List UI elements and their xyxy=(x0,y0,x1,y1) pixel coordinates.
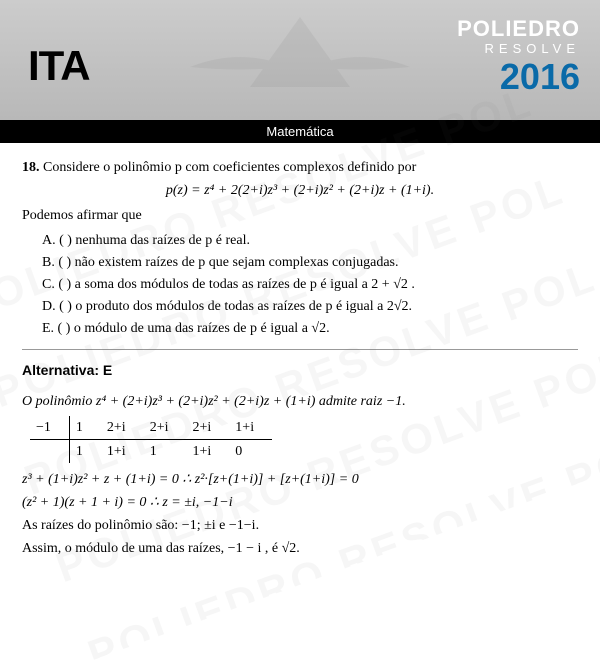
synth-r1c3: 2+i xyxy=(144,416,187,440)
option-e: E. ( ) o módulo de uma das raízes de p é… xyxy=(42,318,578,339)
synth-r1c4: 2+i xyxy=(187,416,230,440)
answer-label: Alternativa: E xyxy=(22,360,578,381)
solution-line-3: (z² + 1)(z + 1 + i) = 0 ∴ z = ±i, −1−i xyxy=(22,492,578,513)
subject-bar: Matemática xyxy=(0,120,600,143)
option-c: C. ( ) a soma dos módulos de todas as ra… xyxy=(42,274,578,295)
question-prompt: Podemos afirmar que xyxy=(22,205,578,226)
brand-name: POLIEDRO xyxy=(457,18,580,40)
options-list: A. ( ) nenhuma das raízes de p é real. B… xyxy=(42,230,578,339)
synthetic-division-table: −1 1 2+i 2+i 2+i 1+i 1 1+i 1 1+i 0 xyxy=(30,416,272,463)
divider xyxy=(22,349,578,350)
solution-line-1: O polinômio z⁴ + (2+i)z³ + (2+i)z² + (2+… xyxy=(22,391,578,412)
synth-r2c2: 1+i xyxy=(101,440,144,464)
brand-subtitle: RESOLVE xyxy=(457,42,580,55)
question-number: 18. xyxy=(22,160,40,175)
option-a: A. ( ) nenhuma das raízes de p é real. xyxy=(42,230,578,251)
solution-block: O polinômio z⁴ + (2+i)z³ + (2+i)z² + (2+… xyxy=(22,391,578,559)
header: ITA POLIEDRO RESOLVE 2016 xyxy=(0,0,600,120)
synth-r1c2: 2+i xyxy=(101,416,144,440)
option-b: B. ( ) não existem raízes de p que sejam… xyxy=(42,252,578,273)
exam-name: ITA xyxy=(28,42,90,90)
question-intro: Considere o polinômio p com coeficientes… xyxy=(43,160,416,175)
exam-year: 2016 xyxy=(457,59,580,95)
synth-r2c5: 0 xyxy=(229,440,272,464)
solution-line-4: As raízes do polinômio são: −1; ±i e −1−… xyxy=(22,515,578,536)
wings-logo-bg xyxy=(170,0,430,120)
synth-r2c1: 1 xyxy=(69,440,101,464)
synth-lead: −1 xyxy=(30,416,69,440)
option-d: D. ( ) o produto dos módulos de todas as… xyxy=(42,296,578,317)
brand-block: POLIEDRO RESOLVE 2016 xyxy=(457,18,580,95)
synth-r1c1: 1 xyxy=(69,416,101,440)
synth-r1c5: 1+i xyxy=(229,416,272,440)
solution-line-2: z³ + (1+i)z² + z + (1+i) = 0 ∴ z²·[z+(1+… xyxy=(22,469,578,490)
solution-line-5: Assim, o módulo de uma das raízes, −1 − … xyxy=(22,538,578,559)
question-block: 18. Considere o polinômio p com coeficie… xyxy=(22,157,578,339)
watermark: POLIEDRO RESOLVE POLIEDRO RESOLVE POLIED… xyxy=(0,53,600,660)
question-equation: p(z) = z⁴ + 2(2+i)z³ + (2+i)z² + (2+i)z … xyxy=(22,180,578,201)
subject-label: Matemática xyxy=(266,124,333,139)
content-area: POLIEDRO RESOLVE POLIEDRO RESOLVE POLIED… xyxy=(0,143,600,571)
synth-r2c4: 1+i xyxy=(187,440,230,464)
synth-r2c3: 1 xyxy=(144,440,187,464)
